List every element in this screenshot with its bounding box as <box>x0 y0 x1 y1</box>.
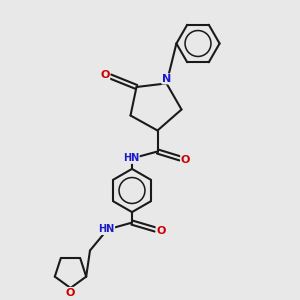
Text: O: O <box>181 155 190 165</box>
Text: O: O <box>66 287 75 298</box>
Text: HN: HN <box>98 224 115 235</box>
Text: O: O <box>156 226 166 236</box>
Text: O: O <box>100 70 110 80</box>
Text: HN: HN <box>123 153 139 164</box>
Text: N: N <box>162 74 171 84</box>
